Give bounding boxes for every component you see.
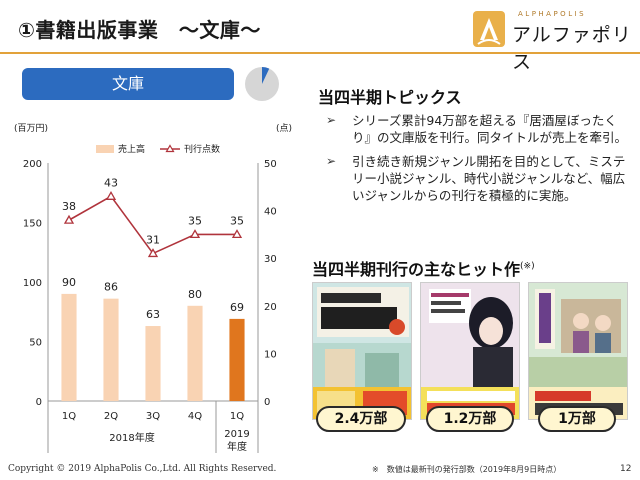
left-tick-label: 50 <box>29 338 42 349</box>
section-tab-bunko: 文庫 <box>22 68 234 100</box>
right-tick-label: 40 <box>264 207 277 218</box>
chart-data-labels: 90 86 63 80 69 38 43 31 35 35 <box>62 176 244 321</box>
group-label-2019-year: 2019 <box>224 429 249 440</box>
topic-text: 引き続き新規ジャンル開拓を目的として、ミステリー小説ジャンル、時代小説ジャンルな… <box>352 154 626 203</box>
topics-list: ➢ シリーズ累計94万部を超える『居酒屋ぼったくり』の文庫版を刊行。同タイトルが… <box>318 112 634 211</box>
issues-value-label: 38 <box>62 200 76 213</box>
issues-value-label: 35 <box>230 214 244 227</box>
right-axis-unit: (点) <box>276 123 292 134</box>
legend-label-sales: 売上高 <box>118 143 145 155</box>
badge-copies-3: 1万部 <box>538 406 616 432</box>
right-tick-label: 50 <box>264 159 277 170</box>
issues-marker <box>63 214 75 224</box>
footnote-text: ※ 数値は最新刊の発行部数（2019年8月9日時点） <box>372 465 562 474</box>
sales-bar <box>187 305 203 401</box>
sales-chart: (百万円) (点) 売上高 刊行点数 0 50 100 150 200 0 10 20 30 40… <box>14 123 292 453</box>
issues-marker <box>147 248 159 258</box>
x-tick-label: 4Q <box>188 411 202 422</box>
legend-label-issues: 刊行点数 <box>184 143 220 155</box>
page-title: ①書籍出版事業 ～文庫～ <box>18 18 261 42</box>
topics-title: 当四半期トピックス <box>318 88 462 107</box>
header-divider <box>0 52 640 54</box>
arrow-bullet-icon: ➢ <box>326 154 337 168</box>
left-tick-label: 150 <box>23 219 42 230</box>
left-axis-unit: (百万円) <box>14 123 48 134</box>
sales-bar <box>61 293 77 401</box>
hit-books: 2.4万部 1.2万部 1万部 <box>312 282 628 432</box>
issues-marker <box>231 229 243 239</box>
right-tick-label: 10 <box>264 349 277 360</box>
issues-value-label: 35 <box>188 214 202 227</box>
right-tick-label: 20 <box>264 302 277 313</box>
book-cover-art-1 <box>313 283 411 419</box>
legend-marker-issues <box>165 144 175 153</box>
x-tick-label: 1Q <box>230 411 244 422</box>
sales-value-label: 80 <box>188 288 202 301</box>
sales-value-label: 86 <box>104 281 118 294</box>
topic-item: ➢ シリーズ累計94万部を超える『居酒屋ぼったくり』の文庫版を刊行。同タイトルが… <box>318 112 634 146</box>
sales-bar <box>103 298 119 401</box>
sales-bar <box>145 326 161 401</box>
issues-marker <box>105 191 117 200</box>
copyright-text: Copyright © 2019 AlphaPolis Co.,Ltd. All… <box>8 464 277 474</box>
hits-note-mark: (※) <box>520 261 535 272</box>
book-cover-art-2 <box>421 283 519 419</box>
pie-share-slice <box>262 67 270 84</box>
sales-value-label: 69 <box>230 301 244 314</box>
logo-name: アルファポリス <box>512 24 632 73</box>
book-cover-art-3 <box>529 283 627 419</box>
chart-line <box>63 191 243 258</box>
chart-bars <box>61 293 245 401</box>
chart-legend: 売上高 刊行点数 <box>96 143 220 155</box>
left-tick-label: 200 <box>23 159 42 170</box>
company-logo: ALPHAPOLIS アルファポリス <box>472 8 632 73</box>
badge-copies-2: 1.2万部 <box>426 406 514 432</box>
book-cover-izakaya <box>312 282 412 420</box>
hits-title-text: 当四半期刊行の主なヒット作 <box>312 260 521 279</box>
issues-marker <box>189 229 201 239</box>
arrow-bullet-icon: ➢ <box>326 113 337 127</box>
sales-value-label: 63 <box>146 308 160 321</box>
group-label-2018: 2018年度 <box>109 431 154 444</box>
legend-swatch-sales <box>96 145 114 153</box>
topic-item: ➢ 引き続き新規ジャンル開拓を目的として、ミステリー小説ジャンル、時代小説ジャン… <box>318 153 634 204</box>
logo-mark-icon <box>473 11 505 47</box>
share-pie-chart <box>245 67 279 101</box>
logo-subtext: ALPHAPOLIS <box>518 10 587 18</box>
left-tick-label: 0 <box>36 397 42 408</box>
group-label-2019-suffix: 年度 <box>227 440 247 453</box>
book-cover-mystery <box>420 282 520 420</box>
x-tick-label: 3Q <box>146 411 160 422</box>
issues-value-label: 43 <box>104 176 118 189</box>
topic-text: シリーズ累計94万部を超える『居酒屋ぼったくり』の文庫版を刊行。同タイトルが売上… <box>352 113 628 145</box>
sales-value-label: 90 <box>62 276 76 289</box>
right-tick-label: 0 <box>264 397 270 408</box>
right-tick-label: 30 <box>264 254 277 265</box>
page-number: 12 <box>620 464 632 474</box>
sales-bar <box>229 318 245 401</box>
book-cover-jidai <box>528 282 628 420</box>
left-tick-label: 100 <box>23 278 42 289</box>
badge-copies-1: 2.4万部 <box>316 406 406 432</box>
x-tick-label: 1Q <box>62 411 76 422</box>
x-tick-label: 2Q <box>104 411 118 422</box>
issues-value-label: 31 <box>146 233 160 246</box>
hits-title: 当四半期刊行の主なヒット作(※) <box>312 256 535 280</box>
